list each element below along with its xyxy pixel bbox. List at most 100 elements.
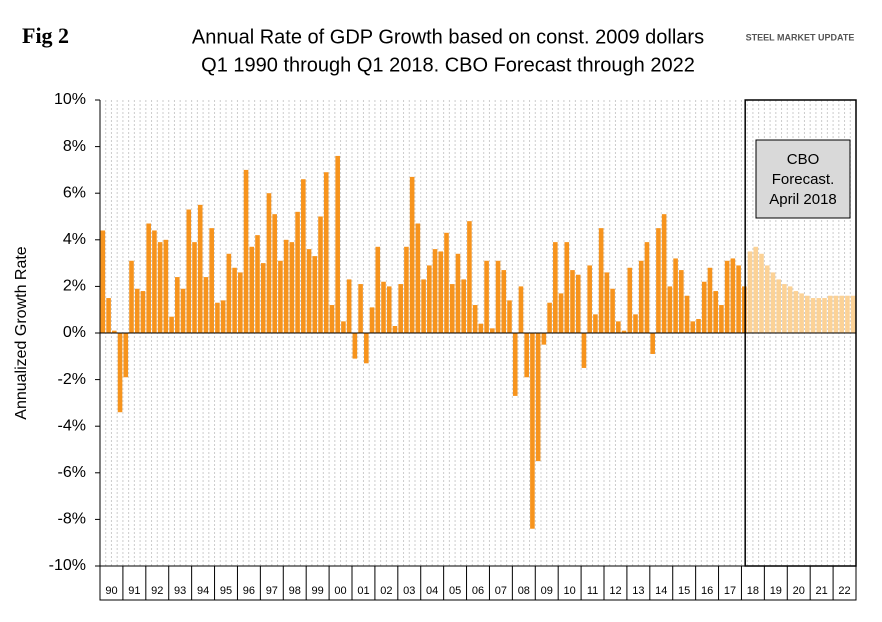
- bar: [793, 291, 799, 333]
- bar: [289, 242, 295, 333]
- x-tick-label: 09: [541, 585, 553, 597]
- x-axis-band: [99, 565, 857, 601]
- y-tick-label: 6%: [63, 184, 86, 201]
- bar: [839, 295, 844, 333]
- bar: [283, 239, 289, 333]
- bar: [438, 251, 444, 333]
- bar: [541, 333, 547, 345]
- bar: [444, 232, 449, 333]
- bar: [220, 300, 226, 333]
- annotation: April 2018: [769, 191, 837, 208]
- bar: [226, 253, 232, 333]
- bar: [787, 286, 793, 333]
- bar: [255, 235, 260, 333]
- y-axis-label: Annualized Growth Rate: [13, 246, 30, 420]
- bar: [461, 279, 466, 333]
- bar: [707, 267, 713, 333]
- x-tick-label: 18: [747, 585, 759, 597]
- annotation: Forecast.: [772, 171, 835, 188]
- bar: [696, 319, 701, 333]
- bar: [776, 279, 781, 333]
- bar: [501, 270, 507, 333]
- bar: [278, 260, 283, 333]
- chart-title: Annual Rate of GDP Growth based on const…: [192, 26, 704, 48]
- bar: [713, 291, 718, 333]
- bar: [323, 172, 329, 333]
- bar: [621, 330, 627, 333]
- bar: [627, 267, 633, 333]
- bar: [129, 260, 134, 333]
- bar: [530, 333, 535, 529]
- bar: [369, 307, 375, 333]
- bar: [558, 293, 564, 333]
- annotation-box: [755, 139, 851, 219]
- y-tick-label: 4%: [63, 231, 86, 248]
- bar: [512, 333, 518, 396]
- x-tick-label: 05: [449, 585, 461, 597]
- bar: [661, 214, 667, 333]
- bar: [455, 253, 461, 333]
- y-tick-label: -4%: [58, 417, 86, 434]
- x-tick-label: 96: [243, 585, 255, 597]
- bar: [209, 228, 214, 333]
- bar: [805, 295, 810, 333]
- bar: [764, 265, 770, 333]
- bar: [306, 249, 312, 333]
- bar: [747, 251, 753, 333]
- x-tick-label: 20: [793, 585, 805, 597]
- bar: [770, 272, 776, 333]
- bar: [667, 286, 673, 333]
- bar: [478, 323, 484, 333]
- bar: [312, 256, 318, 333]
- bar: [352, 333, 358, 359]
- bar: [238, 272, 243, 333]
- bar: [616, 321, 621, 333]
- x-tick-label: 13: [632, 585, 644, 597]
- bar: [449, 284, 455, 333]
- x-tick-label: 17: [724, 585, 736, 597]
- forecast-box: [744, 99, 857, 567]
- y-tick-label: -10%: [49, 557, 86, 574]
- bar: [822, 298, 827, 333]
- x-tick-label: 02: [380, 585, 392, 597]
- bar: [753, 246, 759, 333]
- bar: [650, 333, 655, 354]
- x-tick-label: 06: [472, 585, 484, 597]
- logo: STEEL MARKET UPDATE: [746, 32, 855, 42]
- bar: [633, 314, 638, 333]
- y-tick-label: -2%: [58, 371, 86, 388]
- y-tick-label: 2%: [63, 278, 86, 295]
- bar: [421, 279, 426, 333]
- bar: [432, 249, 438, 333]
- bar: [232, 267, 237, 333]
- bar: [203, 277, 209, 333]
- bar: [553, 242, 558, 333]
- x-tick-label: 92: [151, 585, 163, 597]
- y-tick-label: 10%: [54, 91, 86, 108]
- bar: [260, 263, 266, 333]
- x-tick-label: 90: [105, 585, 117, 597]
- bar: [192, 242, 197, 333]
- bar: [547, 302, 552, 333]
- bar: [730, 258, 736, 333]
- y-tick-label: -8%: [58, 511, 86, 528]
- bar: [301, 179, 306, 333]
- bar: [106, 298, 111, 333]
- bar: [329, 305, 335, 333]
- x-tick-label: 10: [564, 585, 576, 597]
- bar: [364, 333, 369, 364]
- bar: [392, 326, 398, 333]
- bar: [157, 242, 163, 333]
- x-tick-label: 08: [518, 585, 530, 597]
- bar: [318, 216, 323, 333]
- annotation: CBO: [787, 151, 820, 168]
- x-tick-label: 91: [128, 585, 140, 597]
- bar: [163, 239, 169, 333]
- bar: [117, 333, 123, 413]
- bar: [346, 279, 352, 333]
- x-tick-label: 22: [838, 585, 850, 597]
- bar: [375, 246, 381, 333]
- bar: [810, 298, 816, 333]
- chart-title: Q1 1990 through Q1 2018. CBO Forecast th…: [201, 54, 695, 76]
